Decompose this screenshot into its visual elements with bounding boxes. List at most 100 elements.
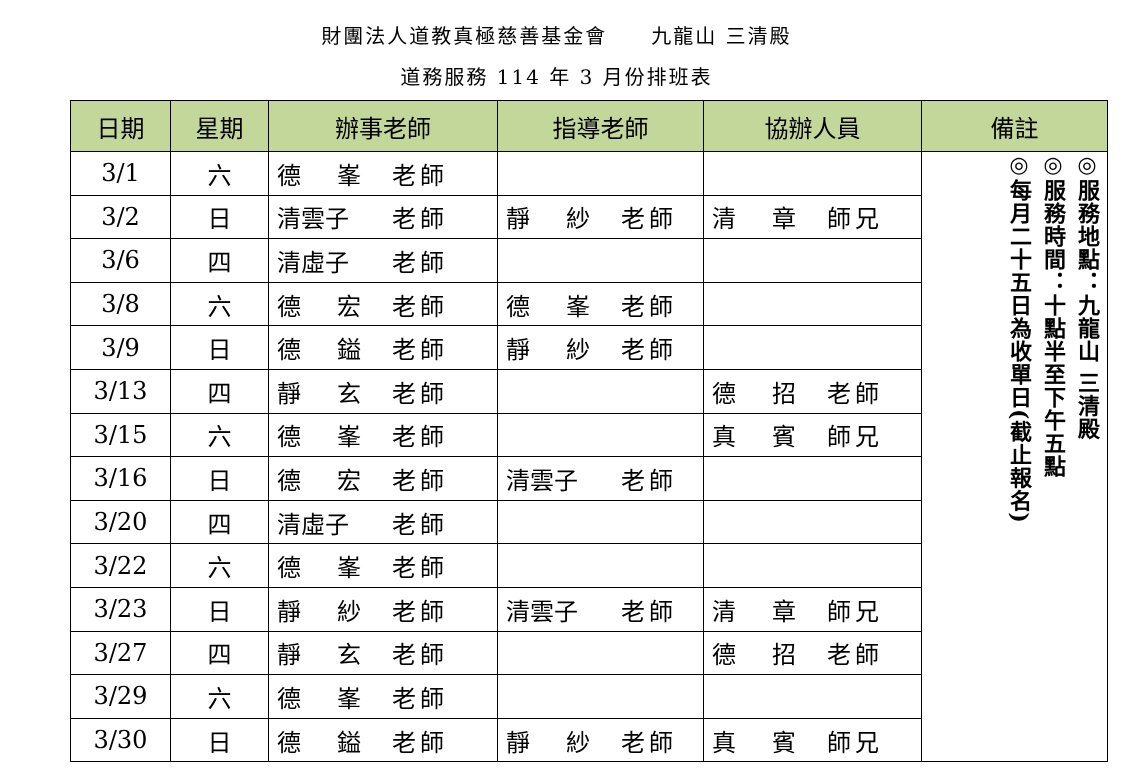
main-teacher-cell: 德峯 老師	[268, 412, 498, 458]
assistant-name: 清章	[712, 597, 832, 626]
main-teacher-title: 老師	[392, 161, 448, 190]
guide-teacher-cell: 清雲子 老師	[497, 586, 704, 632]
table-row: 3/30 日德鎰 老師 靜紗 老師 真賓 師兄	[70, 717, 1108, 763]
main-teacher-title: 老師	[392, 597, 448, 626]
date-cell: 3/6	[70, 238, 171, 283]
table-row: 3/27 四靜玄 老師 德招 老師	[70, 630, 1108, 676]
main-teacher-title: 老師	[392, 510, 448, 539]
organization-title: 財團法人道教真極慈善基金會 九龍山 三清殿	[321, 24, 792, 48]
main-teacher-title: 老師	[392, 641, 448, 670]
assistant-name: 真賓	[712, 728, 832, 757]
guide-teacher-name: 靜紗	[506, 336, 626, 365]
weekday-cell: 六	[170, 412, 269, 458]
header-assistant: 協辦人員	[703, 100, 922, 152]
assistant-name: 德招	[712, 379, 832, 408]
guide-teacher-cell	[497, 368, 704, 414]
assistant-cell: 清章 師兄	[703, 194, 922, 240]
table-row: 3/1 六德峯 老師 ◎服務地點：九龍山 三清殿 ◎服務時間：十點半至下午五點 ◎每月二十…	[70, 150, 1108, 763]
guide-teacher-name: 清雲子	[506, 597, 578, 626]
main-teacher-name: 德峯	[277, 423, 397, 452]
assistant-cell: 清章 師兄	[703, 586, 922, 632]
assistant-cell	[703, 151, 922, 196]
header-main-teacher: 辦事老師	[268, 100, 498, 152]
assistant-cell	[703, 281, 922, 327]
table-row: 3/13 四靜玄 老師 德招 老師	[70, 368, 1108, 414]
guide-teacher-cell	[497, 238, 704, 283]
main-teacher-cell: 清虛子 老師	[268, 238, 498, 283]
weekday-cell: 四	[170, 630, 269, 676]
main-teacher-cell: 靜玄 老師	[268, 630, 498, 676]
assistant-title: 師兄	[827, 728, 883, 757]
guide-teacher-name: 清雲子	[506, 466, 578, 495]
main-teacher-cell: 德峯 老師	[268, 674, 498, 719]
date-cell: 3/9	[70, 325, 171, 370]
weekday-cell: 六	[170, 543, 269, 588]
guide-teacher-title: 老師	[621, 336, 677, 365]
header-remarks: 備註	[921, 100, 1108, 152]
assistant-cell	[703, 325, 922, 370]
main-teacher-name: 清虛子	[277, 510, 349, 539]
guide-teacher-cell: 靜紗 老師	[497, 717, 704, 763]
main-teacher-title: 老師	[392, 728, 448, 757]
main-teacher-cell: 德宏 老師	[268, 456, 498, 501]
main-teacher-title: 老師	[392, 684, 448, 713]
date-cell: 3/27	[70, 630, 171, 676]
table-row: 3/15 六德峯 老師 真賓 師兄	[70, 412, 1108, 458]
weekday-cell: 日	[170, 194, 269, 240]
assistant-cell	[703, 543, 922, 588]
date-cell: 3/15	[70, 412, 171, 458]
guide-teacher-cell	[497, 674, 704, 719]
assistant-cell	[703, 674, 922, 719]
main-teacher-cell: 靜玄 老師	[268, 368, 498, 414]
date-cell: 3/23	[70, 586, 171, 632]
assistant-title: 師兄	[827, 597, 883, 626]
main-teacher-title: 老師	[392, 336, 448, 365]
guide-teacher-name: 靜紗	[506, 205, 626, 234]
weekday-cell: 四	[170, 368, 269, 414]
assistant-name: 德招	[712, 641, 832, 670]
guide-teacher-name: 德峯	[506, 292, 626, 321]
main-teacher-name: 德峯	[277, 554, 397, 583]
schedule-table: 日期 星期 辦事老師 指導老師 協辦人員 備註 3/1 六德峯 老師 ◎服務地點：九龍…	[70, 100, 1108, 763]
guide-teacher-cell: 德峯 老師	[497, 281, 704, 327]
date-cell: 3/8	[70, 281, 171, 327]
table-row: 3/2 日清雲子 老師 靜紗 老師 清章 師兄	[70, 194, 1108, 240]
guide-teacher-cell: 靜紗 老師	[497, 325, 704, 370]
header-date: 日期	[70, 100, 171, 152]
main-teacher-title: 老師	[392, 292, 448, 321]
main-teacher-title: 老師	[392, 554, 448, 583]
remark-note: ◎服務時間：十點半至下午五點	[1040, 152, 1066, 478]
guide-teacher-cell	[497, 151, 704, 196]
guide-teacher-cell	[497, 543, 704, 588]
guide-teacher-title: 老師	[621, 728, 677, 757]
main-teacher-cell: 德峯 老師	[268, 151, 498, 196]
weekday-cell: 四	[170, 238, 269, 283]
date-cell: 3/16	[70, 456, 171, 501]
guide-teacher-title: 老師	[621, 205, 677, 234]
table-row: 3/29 六德峯 老師	[70, 674, 1108, 719]
main-teacher-title: 老師	[392, 423, 448, 452]
table-row: 3/16 日德宏 老師 清雲子 老師	[70, 456, 1108, 501]
main-teacher-name: 清虛子	[277, 248, 349, 277]
main-teacher-cell: 清雲子 老師	[268, 194, 498, 240]
date-cell: 3/20	[70, 499, 171, 545]
guide-teacher-cell: 清雲子 老師	[497, 456, 704, 501]
main-teacher-cell: 德宏 老師	[268, 281, 498, 327]
weekday-cell: 四	[170, 499, 269, 545]
table-row: 3/22 六德峯 老師	[70, 543, 1108, 588]
date-cell: 3/29	[70, 674, 171, 719]
weekday-cell: 日	[170, 325, 269, 370]
header-weekday: 星期	[170, 100, 269, 152]
main-teacher-name: 靜玄	[277, 379, 397, 408]
assistant-title: 師兄	[827, 423, 883, 452]
table-row: 3/23 日靜紗 老師 清雲子 老師 清章 師兄	[70, 586, 1108, 632]
main-teacher-title: 老師	[392, 205, 448, 234]
main-teacher-name: 德峯	[277, 161, 397, 190]
main-teacher-cell: 德鎰 老師	[268, 325, 498, 370]
main-teacher-name: 清雲子	[277, 205, 349, 234]
main-teacher-name: 靜紗	[277, 597, 397, 626]
main-teacher-title: 老師	[392, 248, 448, 277]
assistant-cell	[703, 456, 922, 501]
assistant-title: 老師	[827, 641, 883, 670]
main-teacher-cell: 靜紗 老師	[268, 586, 498, 632]
